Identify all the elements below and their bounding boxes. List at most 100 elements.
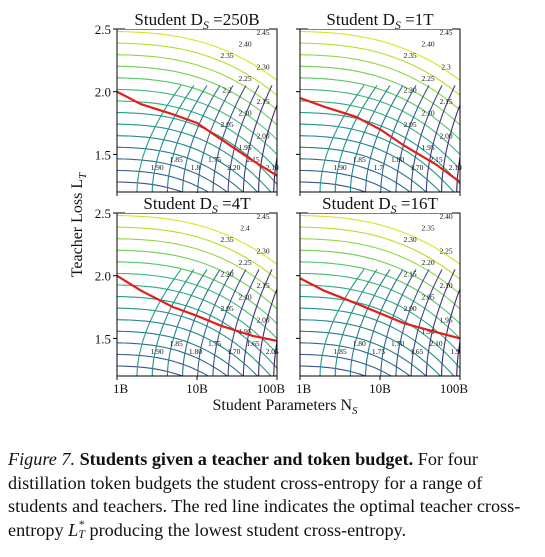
contour-label: 2.10 bbox=[421, 109, 434, 118]
panels-group: 2.45 2.40 2.35 2.30 2.25 2.2 2.15 2.10 2.05 2.00 1… bbox=[95, 9, 469, 396]
y-tick-label: 2.0 bbox=[95, 85, 111, 100]
caption-math-superscript: * bbox=[78, 516, 85, 531]
y-tick-label: 2.5 bbox=[95, 22, 111, 37]
optimal-teacher-line bbox=[117, 274, 277, 342]
contour-label: 2.10 bbox=[266, 163, 279, 172]
contour-line bbox=[117, 330, 244, 376]
contour-lines bbox=[300, 30, 460, 192]
figure-canvas: 2.45 2.40 2.35 2.30 2.25 2.2 2.15 2.10 2.05 2.00 1… bbox=[69, 9, 469, 417]
contour-label: 2.15 bbox=[429, 155, 442, 164]
svg-text:Student DS =4T: Student DS =4T bbox=[143, 194, 251, 216]
contour-line bbox=[151, 269, 195, 376]
contour-line bbox=[300, 353, 393, 376]
contour-label: 2.15 bbox=[256, 97, 269, 106]
contour-label: 2.05 bbox=[220, 304, 233, 313]
contour-line bbox=[117, 295, 277, 369]
contour-line bbox=[117, 158, 228, 192]
contour-label: 1.95 bbox=[238, 327, 251, 336]
contour-label: 2.15 bbox=[256, 281, 269, 290]
contour-line bbox=[380, 269, 417, 376]
contour-label: 1.85 bbox=[353, 155, 366, 164]
optimal-teacher-line bbox=[117, 90, 277, 177]
contour-line bbox=[410, 269, 443, 376]
contour-line bbox=[456, 338, 460, 376]
contour-label: 1.65 bbox=[410, 347, 423, 356]
contour-label: 2.30 bbox=[403, 235, 416, 244]
contour-label: 1.70 bbox=[410, 163, 423, 172]
contour-label: 1.75 bbox=[208, 339, 221, 348]
contour-line bbox=[300, 214, 460, 265]
panel-title-suffix: =250B bbox=[209, 10, 260, 29]
contour-label: 2.20 bbox=[227, 163, 240, 172]
contour-line bbox=[117, 226, 277, 280]
contour-label: 2.10 bbox=[439, 281, 452, 290]
contour-label: 2.05 bbox=[403, 120, 416, 129]
contour-line bbox=[197, 269, 234, 376]
contour-line bbox=[300, 261, 460, 325]
contour-label: 2.2 bbox=[222, 86, 232, 95]
contour-line bbox=[441, 287, 460, 376]
contour-label: 1.85 bbox=[170, 339, 183, 348]
contour-label: 1.90 bbox=[150, 347, 163, 356]
contour-label: 2.10 bbox=[238, 293, 251, 302]
contour-line bbox=[300, 111, 460, 185]
contour-line bbox=[117, 272, 277, 339]
contour-label: 2.25 bbox=[238, 74, 251, 83]
contour-label: 2.05 bbox=[220, 120, 233, 129]
caption-math-symbol: L * T bbox=[68, 516, 85, 540]
contour-label: 2.10 bbox=[449, 163, 462, 172]
contour-label: 1.70 bbox=[227, 347, 240, 356]
contour-line bbox=[300, 295, 460, 369]
x-tick-label: 1B bbox=[113, 381, 129, 396]
panel-title-prefix: Student D bbox=[143, 194, 211, 213]
panel-title-prefix: Student D bbox=[326, 10, 394, 29]
contour-line bbox=[410, 85, 443, 192]
contour-label: 1.85 bbox=[333, 347, 346, 356]
contour-lines bbox=[300, 214, 460, 376]
contour-label: 2.40 bbox=[421, 40, 434, 49]
contour-line bbox=[334, 85, 378, 192]
contour-line bbox=[365, 269, 404, 376]
contour-line bbox=[300, 181, 367, 192]
panel-title-prefix: Student D bbox=[134, 10, 202, 29]
panel-title-subscript: S bbox=[203, 18, 209, 32]
contour-line bbox=[117, 365, 184, 376]
contour-line bbox=[258, 103, 277, 192]
x-axis-label: Student Parameters NS bbox=[212, 397, 358, 417]
contour-label: 2.35 bbox=[421, 224, 434, 233]
contour-line bbox=[117, 214, 277, 265]
contour-line bbox=[117, 261, 277, 325]
contour-line bbox=[300, 342, 411, 376]
contour-line bbox=[117, 353, 210, 376]
panel-3: 2.45 2.4 2.35 2.30 2.25 2.20 2.15 2.10 2.05 2.00 1… bbox=[95, 193, 285, 396]
contour-line bbox=[300, 88, 460, 155]
x-tick-label: 100B bbox=[440, 381, 469, 396]
contour-line bbox=[300, 123, 455, 192]
contour-label: 2.20 bbox=[403, 86, 416, 95]
contour-line bbox=[300, 249, 460, 310]
contour-line bbox=[456, 154, 460, 192]
x-tick-label: 1B bbox=[296, 381, 312, 396]
y-axis-label-subscript: T bbox=[77, 172, 89, 179]
contour-label: 2.35 bbox=[220, 51, 233, 60]
contour-line bbox=[117, 319, 259, 376]
contour-line bbox=[319, 85, 365, 192]
contour-line bbox=[117, 65, 277, 126]
contour-label: 2.40 bbox=[238, 40, 251, 49]
contour-line bbox=[136, 85, 182, 192]
contour-line bbox=[117, 181, 184, 192]
panel-title: Student DS =250B bbox=[125, 9, 269, 32]
contour-label: 2.30 bbox=[256, 63, 269, 72]
contour-label: 2.15 bbox=[403, 270, 416, 279]
contour-line bbox=[300, 365, 367, 376]
contour-line bbox=[425, 269, 456, 376]
contour-line bbox=[300, 307, 455, 376]
x-axis-label-subscript: S bbox=[352, 405, 358, 417]
panel-title-prefix: Student D bbox=[322, 194, 390, 213]
contour-label: 1.75 bbox=[372, 347, 385, 356]
x-tick-label: 10B bbox=[369, 381, 391, 396]
contour-line bbox=[117, 42, 277, 96]
panel-title-suffix: =4T bbox=[218, 194, 251, 213]
contour-line bbox=[166, 269, 208, 376]
contour-label: 1.7 bbox=[374, 163, 384, 172]
